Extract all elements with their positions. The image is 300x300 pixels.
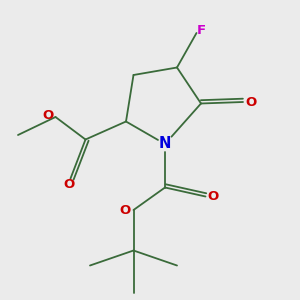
Text: O: O (245, 95, 256, 109)
Text: F: F (196, 23, 206, 37)
Text: O: O (119, 203, 130, 217)
Text: O: O (63, 178, 75, 191)
Text: O: O (207, 190, 219, 203)
Text: N: N (159, 136, 171, 152)
Text: O: O (42, 109, 54, 122)
